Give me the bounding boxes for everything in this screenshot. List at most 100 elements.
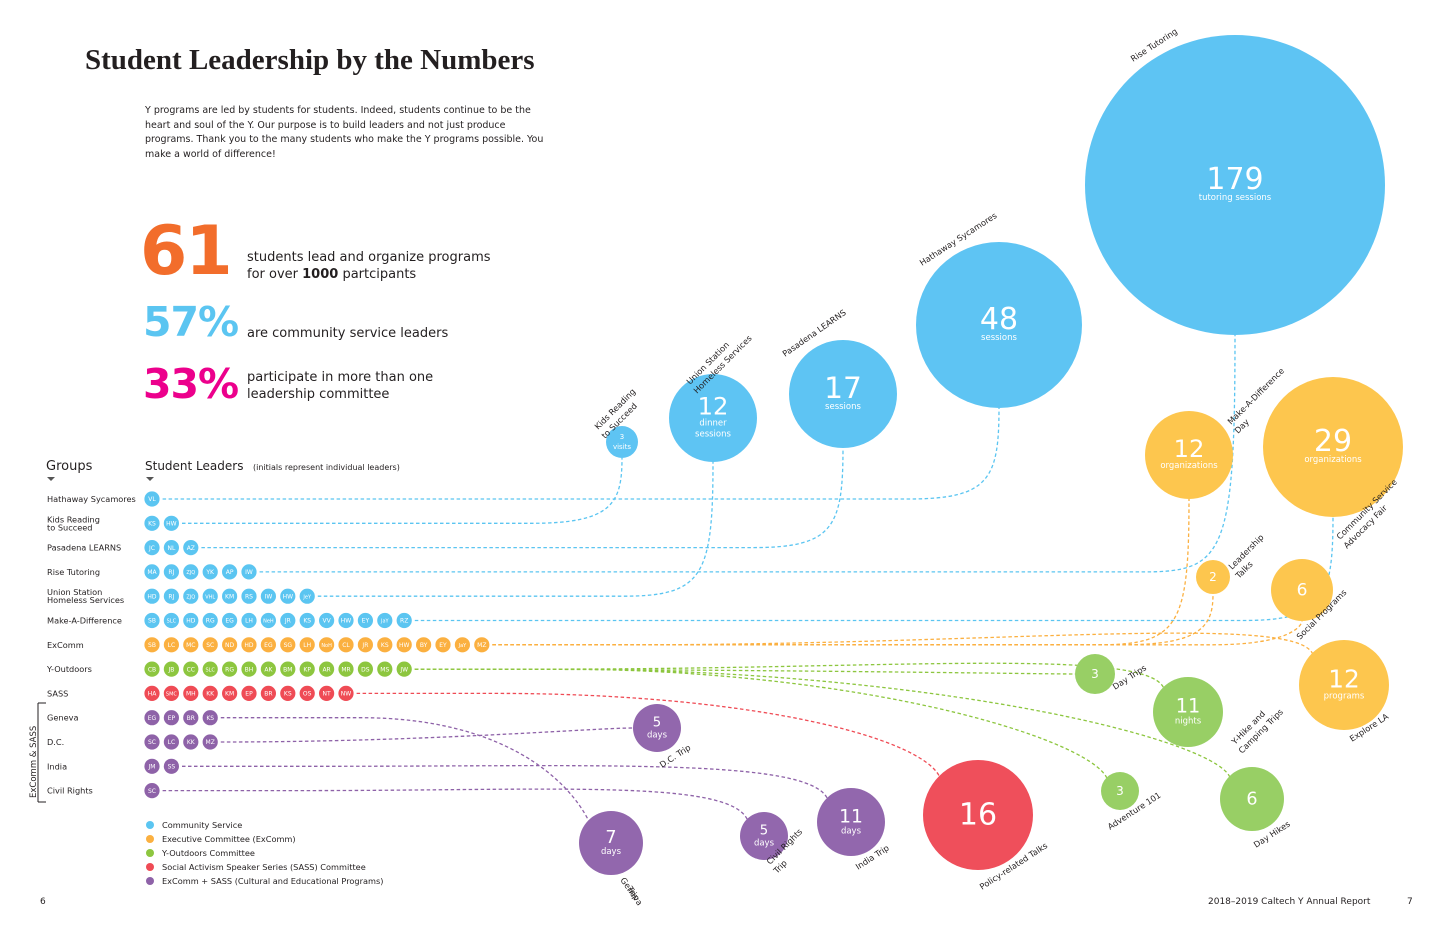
leader-dot bbox=[338, 685, 354, 702]
leader-initials: BR bbox=[264, 691, 272, 698]
leader-initials: NW bbox=[341, 691, 351, 698]
program-circle bbox=[1196, 560, 1230, 594]
leader-dot bbox=[280, 637, 296, 653]
program-number: 3 bbox=[620, 433, 624, 441]
leader-initials: HD bbox=[186, 618, 196, 625]
leader-dot bbox=[163, 612, 179, 629]
program-circle bbox=[669, 374, 757, 462]
leader-dot bbox=[144, 588, 160, 604]
program-unit: days bbox=[647, 731, 668, 741]
leader-initials: JaY bbox=[380, 619, 390, 625]
leader-initials: SC bbox=[206, 642, 214, 649]
leader-initials: AK bbox=[264, 666, 273, 673]
program-circle bbox=[1085, 35, 1385, 335]
leader-initials: KS bbox=[303, 618, 311, 625]
group-name: ExComm bbox=[47, 640, 84, 650]
leader-dot bbox=[241, 588, 257, 604]
leader-initials: BM bbox=[283, 666, 292, 673]
leaders-header: Student Leaders bbox=[145, 459, 243, 473]
leader-initials: HD bbox=[244, 642, 254, 649]
leader-initials: NeH bbox=[263, 619, 274, 625]
leader-initials: YK bbox=[205, 569, 215, 576]
program-number: 17 bbox=[824, 371, 862, 406]
connector-line bbox=[201, 447, 844, 549]
legend-label: ExComm + SASS (Cultural and Educational … bbox=[162, 876, 383, 886]
leader-initials: VHL bbox=[205, 594, 215, 600]
program-unit: days bbox=[841, 826, 862, 836]
program-number: 179 bbox=[1206, 162, 1263, 197]
program-unit: sessions bbox=[825, 402, 861, 412]
leader-initials: HW bbox=[341, 618, 352, 625]
leader-dot bbox=[144, 734, 160, 750]
program-unit: tutoring sessions bbox=[1199, 193, 1272, 203]
program-label: Day Trips bbox=[1111, 662, 1148, 691]
program-unit: days bbox=[754, 839, 775, 849]
group-name: Rise Tutoring bbox=[47, 567, 100, 577]
leader-dot bbox=[396, 637, 412, 653]
leader-dot bbox=[319, 685, 335, 702]
leader-initials: LC bbox=[168, 642, 176, 649]
program-number: 3 bbox=[1116, 784, 1124, 798]
program-circle bbox=[606, 426, 638, 458]
leader-dot bbox=[144, 564, 160, 580]
connector-line bbox=[162, 788, 748, 820]
program-circle bbox=[1153, 677, 1223, 747]
leader-initials: ZJQ bbox=[186, 594, 195, 600]
program-number: 12 bbox=[698, 393, 729, 421]
leader-dot bbox=[222, 564, 238, 580]
stat-text-line: students lead and organize programs bbox=[247, 250, 491, 265]
leader-dot bbox=[202, 588, 218, 604]
leader-initials: SG bbox=[284, 642, 293, 649]
leader-dot bbox=[338, 661, 354, 677]
connector-line bbox=[492, 593, 1214, 646]
leader-dot bbox=[202, 661, 218, 677]
leader-initials: BR bbox=[187, 715, 195, 722]
leader-initials: HW bbox=[283, 593, 294, 600]
leader-initials: NoH bbox=[321, 643, 332, 649]
leader-dot bbox=[222, 612, 238, 629]
groups-header: Groups bbox=[46, 459, 93, 474]
group-name: Homeless Services bbox=[47, 595, 124, 605]
leader-initials: MA bbox=[147, 569, 157, 576]
legend-swatch bbox=[146, 849, 154, 857]
stat-value: 61 bbox=[140, 212, 233, 291]
leader-initials: SS bbox=[168, 764, 176, 771]
program-circle bbox=[1145, 411, 1233, 499]
leader-dot bbox=[144, 783, 160, 799]
leader-initials: LC bbox=[168, 739, 176, 746]
program-unit: sessions bbox=[981, 333, 1017, 343]
leader-initials: MZ bbox=[477, 642, 486, 649]
program-number: 3 bbox=[1091, 667, 1099, 681]
program-number: 48 bbox=[980, 302, 1018, 337]
group-name: Civil Rights bbox=[47, 786, 93, 796]
connector-line bbox=[414, 668, 1108, 778]
leader-initials: LH bbox=[303, 642, 311, 649]
leader-dot bbox=[163, 515, 179, 531]
stat-text-line: are community service leaders bbox=[247, 326, 449, 341]
stat-description: are community service leaders bbox=[247, 325, 448, 342]
leader-initials: SB bbox=[148, 642, 156, 649]
connector-line bbox=[492, 620, 1303, 646]
leader-initials: MZ bbox=[206, 739, 215, 746]
connector-line bbox=[220, 727, 634, 743]
leader-dot bbox=[280, 685, 296, 702]
leader-initials: EG bbox=[148, 715, 157, 722]
leader-dot bbox=[299, 612, 315, 629]
legend-label: Executive Committee (ExComm) bbox=[162, 834, 296, 844]
leader-initials: EY bbox=[439, 642, 447, 649]
leader-initials: JW bbox=[399, 666, 408, 673]
leader-initials: JR bbox=[284, 618, 291, 625]
leader-initials: CB bbox=[148, 666, 156, 673]
legend-swatch bbox=[146, 877, 154, 885]
leader-initials: EP bbox=[245, 691, 253, 698]
leader-initials: KK bbox=[187, 739, 196, 746]
leader-initials: SC bbox=[148, 739, 156, 746]
leader-dot bbox=[222, 588, 238, 604]
leader-initials: VV bbox=[322, 618, 331, 625]
leader-initials: SLC bbox=[167, 619, 177, 625]
leader-dot bbox=[202, 710, 218, 726]
program-circle bbox=[579, 811, 643, 875]
leader-dot bbox=[144, 710, 160, 726]
leader-initials: RG bbox=[206, 618, 215, 625]
